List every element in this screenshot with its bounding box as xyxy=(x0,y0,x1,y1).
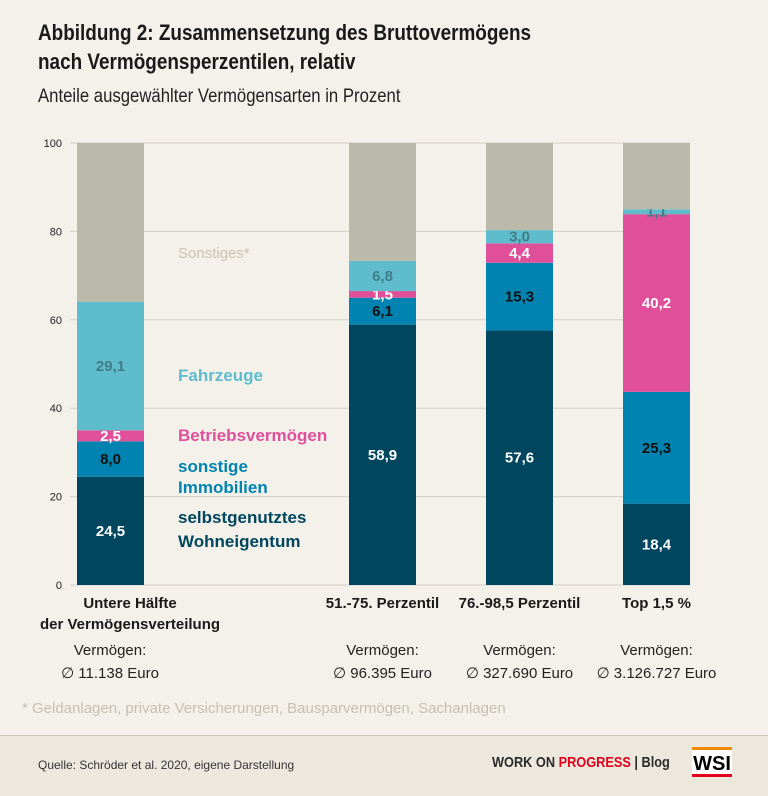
bar-segment xyxy=(486,330,553,585)
wealth-value: ∅ 327.690 Euro xyxy=(466,665,573,682)
y-tick-label: 60 xyxy=(50,315,62,327)
legend-label: Sonstiges* xyxy=(178,245,250,262)
legend-label: sonstige xyxy=(178,457,248,476)
data-label: 4,4 xyxy=(509,245,531,262)
category-label: der Vermögensverteilung xyxy=(40,616,220,633)
bar-segment xyxy=(486,243,553,263)
category-label: Top 1,5 % xyxy=(622,595,691,612)
bar-segment xyxy=(77,476,144,585)
y-tick-label: 20 xyxy=(50,492,62,504)
footer: Quelle: Schröder et al. 2020, eigene Dar… xyxy=(0,735,768,796)
bar-segment xyxy=(349,291,416,298)
wealth-value: ∅ 3.126.727 Euro xyxy=(597,665,717,682)
bar-segment xyxy=(623,143,690,210)
title-line: Abbildung 2: Zusammensetzung des Bruttov… xyxy=(38,20,532,45)
category-label: Untere Hälfte xyxy=(83,595,176,612)
data-label: 29,1 xyxy=(96,358,125,375)
wealth-value: ∅ 96.395 Euro xyxy=(333,665,432,682)
category-label: 51.-75. Perzentil xyxy=(326,595,439,612)
wealth-label: Vermögen: xyxy=(620,642,693,659)
data-label: 57,6 xyxy=(505,450,534,467)
wealth-label: Vermögen: xyxy=(346,642,419,659)
wsi-logo[interactable]: WSI xyxy=(692,747,732,777)
legend-label: Wohneigentum xyxy=(178,532,300,551)
brand-part: PROGRESS xyxy=(558,754,631,771)
data-label: 15,3 xyxy=(505,289,534,306)
data-label: 6,8 xyxy=(372,268,393,285)
bar-segment xyxy=(623,391,690,504)
data-label: 25,3 xyxy=(642,440,671,457)
wealth-label: Vermögen: xyxy=(483,642,556,659)
wealth-value: ∅ 11.138 Euro xyxy=(61,665,159,682)
data-label: 6,1 xyxy=(372,303,393,320)
data-label: 2,5 xyxy=(100,428,121,445)
footnote: * Geldanlagen, private Versicherungen, B… xyxy=(22,700,506,717)
legend-label: selbstgenutztes xyxy=(178,508,306,527)
legend-label: Immobilien xyxy=(178,478,268,497)
bar-segment xyxy=(77,441,144,477)
data-label: 3,0 xyxy=(509,229,530,246)
bar-segment xyxy=(623,214,690,392)
brand-part: WORK ON xyxy=(492,754,559,771)
data-label: 8,0 xyxy=(100,451,121,468)
legend-label: Betriebsvermögen xyxy=(178,426,327,445)
data-label: 40,2 xyxy=(642,295,671,312)
bar-segment xyxy=(77,301,144,431)
y-tick-label: 100 xyxy=(44,138,62,150)
chart-subtitle: Anteile ausgewählter Vermögensarten in P… xyxy=(38,86,401,107)
bar-segment xyxy=(349,324,416,585)
data-label: 24,5 xyxy=(96,523,125,540)
bar-segment xyxy=(77,143,144,302)
category-label: 76.-98,5 Perzentil xyxy=(459,595,581,612)
bar-segment xyxy=(349,143,416,262)
brand-text[interactable]: WORK ON PROGRESS | Blog xyxy=(492,754,670,771)
y-tick-label: 40 xyxy=(50,403,62,415)
bar-segment xyxy=(77,430,144,442)
bar-segment xyxy=(486,262,553,331)
bar-segment xyxy=(349,297,416,325)
title-line: nach Vermögensperzentilen, relativ xyxy=(38,49,356,74)
bar-segment xyxy=(486,230,553,244)
y-tick-label: 0 xyxy=(56,580,62,592)
stacked-bar-chart: 0 20 40 60 80 100 24,5 8,0 2,5 29,1 Untere Hälfte d… xyxy=(40,138,717,682)
bar-segment xyxy=(486,143,553,231)
wealth-label: Vermögen: xyxy=(74,642,147,659)
data-label: 18,4 xyxy=(642,536,672,553)
data-label: 58,9 xyxy=(368,447,397,464)
source-text: Quelle: Schröder et al. 2020, eigene Dar… xyxy=(38,758,295,772)
bar-segment xyxy=(349,261,416,292)
legend-label: Fahrzeuge xyxy=(178,366,263,385)
bar-segment xyxy=(623,503,690,585)
bar-segment xyxy=(623,209,690,215)
brand-part: | Blog xyxy=(630,754,670,771)
chart-title: Abbildung 2: Zusammensetzung des Bruttov… xyxy=(38,18,531,76)
y-tick-label: 80 xyxy=(50,226,62,238)
